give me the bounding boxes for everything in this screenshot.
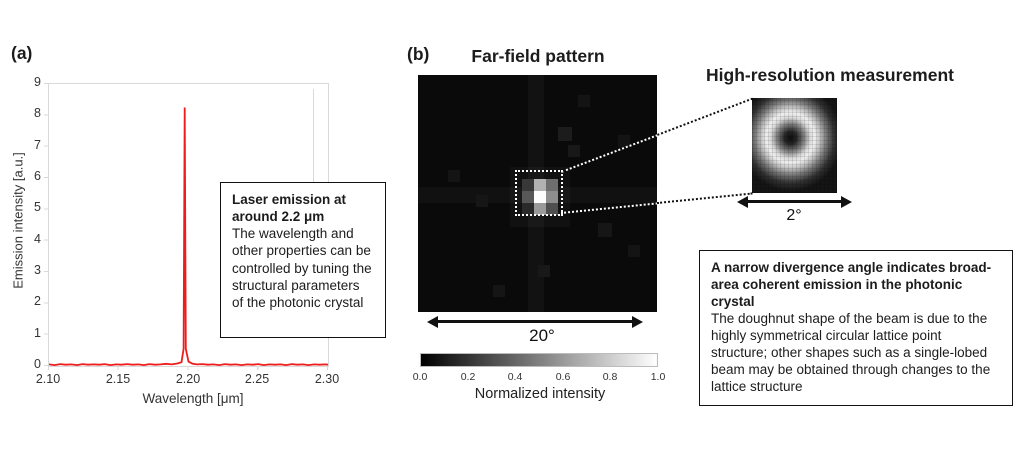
y-axis-tick-marks xyxy=(44,83,48,366)
beam-spot-pixel xyxy=(522,203,534,215)
far-field-noise xyxy=(558,127,572,141)
far-field-noise xyxy=(578,95,590,107)
laser-emission-callout: Laser emission at around 2.2 μm The wave… xyxy=(220,182,386,338)
far-field-title: Far-field pattern xyxy=(471,46,605,66)
y-tick-label: 9 xyxy=(34,75,41,89)
beam-spot-pixel xyxy=(534,203,546,215)
divergence-callout: A narrow divergence angle indicates broa… xyxy=(699,250,1013,406)
x-tick-label: 2.10 xyxy=(35,372,61,386)
beam-spot-pixel xyxy=(522,179,534,191)
beam-spot-pixel xyxy=(534,191,546,203)
colorbar-label: Normalized intensity xyxy=(474,386,606,402)
x-axis-title: Wavelength [μm] xyxy=(142,391,244,406)
far-field-noise xyxy=(493,285,505,297)
beam-spot-pixel xyxy=(546,191,558,203)
colorbar-tick: 0.4 xyxy=(507,371,523,383)
far-field-noise xyxy=(476,195,488,207)
x-tick-label: 2.15 xyxy=(105,372,131,386)
far-field-noise xyxy=(538,265,550,277)
y-tick-label: 6 xyxy=(34,169,41,183)
callout-title: A narrow divergence angle indicates broa… xyxy=(711,260,992,309)
y-tick-label: 3 xyxy=(34,263,41,277)
x-tick-label: 2.25 xyxy=(244,372,270,386)
x-axis-tick-marks xyxy=(48,366,328,370)
y-tick-label: 8 xyxy=(34,106,41,120)
high-resolution-angle-label: 2° xyxy=(786,207,802,224)
high-resolution-title: High-resolution measurement xyxy=(706,65,954,85)
beam-spot-pixel xyxy=(546,179,558,191)
y-tick-label: 2 xyxy=(34,294,41,308)
callout-body: The wavelength and other properties can … xyxy=(232,226,372,310)
doughnut-beam xyxy=(752,98,837,193)
panel-a-label: (a) xyxy=(11,43,33,63)
high-resolution-angle-arrow xyxy=(747,200,842,203)
far-field-noise xyxy=(448,170,460,182)
far-field-angle-label: 20° xyxy=(529,326,555,345)
zoom-selection-box xyxy=(515,170,563,216)
colorbar-tick: 0.2 xyxy=(460,371,476,383)
callout-leader-line xyxy=(313,89,314,182)
far-field-noise xyxy=(628,245,640,257)
far-field-noise xyxy=(598,223,612,237)
beam-spot-pixel xyxy=(534,179,546,191)
high-resolution-image xyxy=(752,98,837,193)
beam-spot-pixel xyxy=(522,191,534,203)
colorbar-tick: 0.6 xyxy=(555,371,571,383)
beam-spot-pixel xyxy=(546,203,558,215)
connector-line-upper xyxy=(657,97,754,136)
callout-title: Laser emission at around 2.2 μm xyxy=(232,192,347,225)
far-field-noise xyxy=(618,135,630,147)
y-tick-label: 1 xyxy=(34,326,41,340)
x-tick-label: 2.30 xyxy=(314,372,340,386)
y-tick-label: 5 xyxy=(34,200,41,214)
y-tick-label: 4 xyxy=(34,232,41,246)
emission-spectrum-line xyxy=(48,107,329,367)
far-field-noise xyxy=(568,145,580,157)
intensity-colorbar xyxy=(420,353,658,367)
colorbar-tick: 0.8 xyxy=(602,371,618,383)
far-field-image xyxy=(418,75,657,312)
colorbar-tick: 1.0 xyxy=(650,371,666,383)
pixel-grid-overlay xyxy=(752,98,837,193)
panel-b-label: (b) xyxy=(407,44,430,64)
colorbar-tick: 0.0 xyxy=(412,371,428,383)
callout-body: The doughnut shape of the beam is due to… xyxy=(711,311,991,394)
x-tick-label: 2.20 xyxy=(175,372,201,386)
far-field-angle-arrow xyxy=(437,320,633,323)
y-tick-label: 7 xyxy=(34,138,41,152)
y-tick-label: 0 xyxy=(34,357,41,371)
